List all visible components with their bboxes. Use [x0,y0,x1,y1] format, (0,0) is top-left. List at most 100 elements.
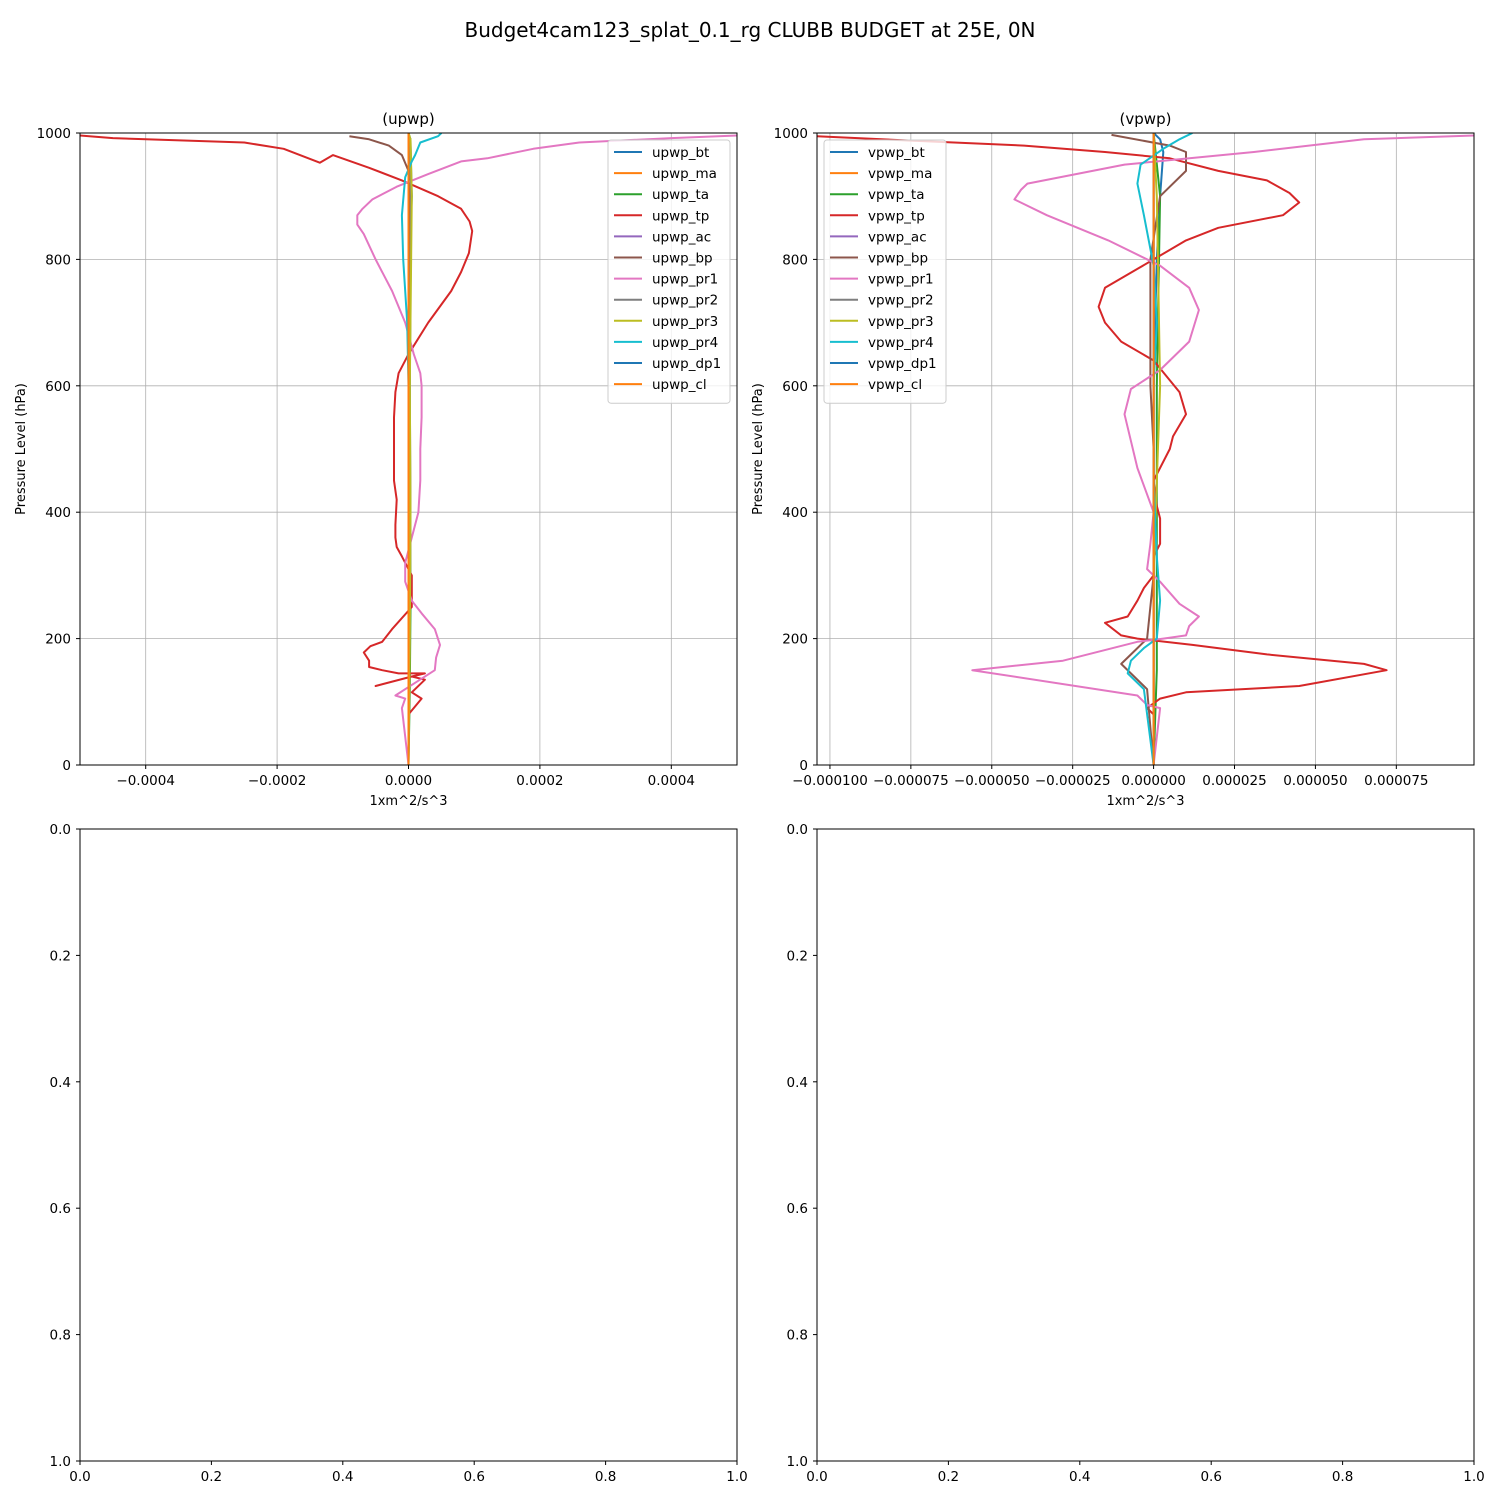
x-tick-label: 0.0 [69,1469,90,1485]
y-tick-label: 800 [45,252,71,268]
subplot-4: 0.0 0.2 0.4 0.6 0.8 1.00.00.20.40.60.81.0 [787,822,1485,1485]
axes-frame [79,828,738,1462]
legend-entry: upwp_bp [652,251,713,267]
y-tick-label: 800 [782,252,808,268]
y-tick-label: 1.0 [50,1454,71,1470]
axes-frame [816,828,1475,1462]
x-tick-label: −0.000075 [873,773,949,789]
x-axis-label: 1xm^2/s^3 [1106,794,1184,809]
series-line-upwp_pr1 [356,134,737,765]
y-tick-label: 0.6 [787,1201,808,1217]
y-tick-label: 0.4 [787,1075,808,1091]
subplot-3: 0.0 0.2 0.4 0.6 0.8 1.00.00.20.40.60.81.0 [50,822,748,1485]
y-tick-label: 200 [782,632,808,648]
legend-entry: vpwp_ma [868,166,932,182]
x-tick-label: −0.0004 [116,773,175,789]
x-tick-label: 0.000025 [1202,773,1266,789]
legend-entry: vpwp_pr1 [868,272,934,288]
x-tick-label: −0.0002 [248,773,307,789]
x-tick-label: 0.2 [938,1469,959,1485]
y-tick-label: 0.6 [50,1201,71,1217]
x-tick-label: −0.000050 [954,773,1030,789]
plot-area [80,829,737,1461]
x-axis-label: 1xm^2/s^3 [369,794,447,809]
y-tick-label: 600 [45,379,71,395]
x-tick-label: 0.8 [595,1469,616,1485]
legend-entry: upwp_ac [652,229,711,245]
y-tick-label: 0.0 [787,822,808,838]
x-tick-label: 0.0 [806,1469,827,1485]
x-tick-label: 0.4 [332,1469,353,1485]
x-tick-label: 0.4 [1069,1469,1090,1485]
y-tick-label: 1000 [37,126,71,142]
y-tick-label: 0.4 [50,1075,71,1091]
legend-entry: vpwp_bp [868,251,928,267]
legend: upwp_bt upwp_ma upwp_ta upwp_tp upwp_ac upwp_… [607,139,731,404]
x-tick-label: 0.0004 [648,773,695,789]
y-tick-label: 0 [62,758,71,774]
x-tick-label: 0.000075 [1364,773,1428,789]
legend-entry: vpwp_ta [868,187,925,203]
series-line-upwp_pr3 [407,133,413,765]
y-tick-label: 600 [782,379,808,395]
legend-entry: vpwp_pr2 [868,293,934,309]
series-line-vpwp_ta [1152,133,1162,765]
x-tick-label: −0.000025 [1035,773,1111,789]
x-tick-label: 0.0002 [516,773,563,789]
x-tick-label: 1.0 [1463,1469,1484,1485]
y-tick-label: 0.2 [787,948,808,964]
axes-frame [816,132,1475,766]
x-tick-label: 0.6 [1200,1469,1221,1485]
legend-box [823,139,947,404]
y-axis-label: Pressure Level (hPa) [751,383,766,515]
legend-entry: vpwp_tp [868,208,925,224]
y-tick-label: 0.0 [50,822,71,838]
legend-entry: upwp_pr1 [652,272,718,288]
legend-entry: vpwp_pr4 [868,335,934,351]
legend-entry: upwp_dp1 [652,356,721,372]
x-tick-label: 1.0 [726,1469,747,1485]
y-tick-label: 0 [799,758,808,774]
x-tick-label: 0.8 [1332,1469,1353,1485]
y-tick-label: 1.0 [787,1454,808,1470]
legend-entry: upwp_pr3 [652,314,718,330]
x-tick-label: 0.2 [201,1469,222,1485]
y-axis-label: Pressure Level (hPa) [14,383,29,515]
legend-entry: vpwp_dp1 [868,356,937,372]
figure-title: Budget4cam123_splat_0.1_rg CLUBB BUDGET … [464,18,1035,42]
x-tick-label: 0.000050 [1283,773,1347,789]
legend-entry: vpwp_cl [868,377,922,393]
y-tick-label: 0.2 [50,948,71,964]
y-tick-label: 400 [782,505,808,521]
legend-entry: vpwp_ac [868,229,927,245]
legend-entry: vpwp_bt [868,145,925,161]
y-tick-label: 1000 [774,126,808,142]
legend-entry: upwp_pr2 [652,293,718,309]
y-tick-label: 0.8 [50,1328,71,1344]
legend-entry: vpwp_pr3 [868,314,934,330]
legend-entry: upwp_pr4 [652,335,718,351]
subplot-title: (vpwp) [1120,110,1172,128]
x-tick-label: 0.6 [463,1469,484,1485]
subplot-1: −0.0004 −0.0002 0.0000 0.0002 0.0004 0 200 400 6… [14,110,738,809]
series-line-vpwp_pr1 [971,134,1474,765]
series-group [80,133,737,765]
legend-entry: upwp_bt [652,145,709,161]
subplot-2: −0.000100 −0.000075 −0.000050 −0.000025 0.00… [751,110,1475,809]
legend-box [607,139,731,404]
x-tick-label: 0.0000 [385,773,432,789]
x-tick-label: −0.000100 [792,773,868,789]
series-line-upwp_tp [80,134,474,765]
series-line-vpwp_tp [817,135,1388,765]
y-tick-label: 400 [45,505,71,521]
y-tick-label: 0.8 [787,1328,808,1344]
legend-entry: upwp_ma [652,166,717,182]
subplot-grid: −0.0004 −0.0002 0.0000 0.0002 0.0004 0 200 400 6… [14,110,1485,1485]
plot-area [817,829,1474,1461]
series-line-vpwp_bp [1111,133,1187,765]
legend: vpwp_bt vpwp_ma vpwp_ta vpwp_tp vpwp_ac vpwp_… [823,139,947,404]
y-tick-label: 200 [45,632,71,648]
legend-entry: upwp_cl [652,377,707,393]
series-group [817,133,1474,765]
